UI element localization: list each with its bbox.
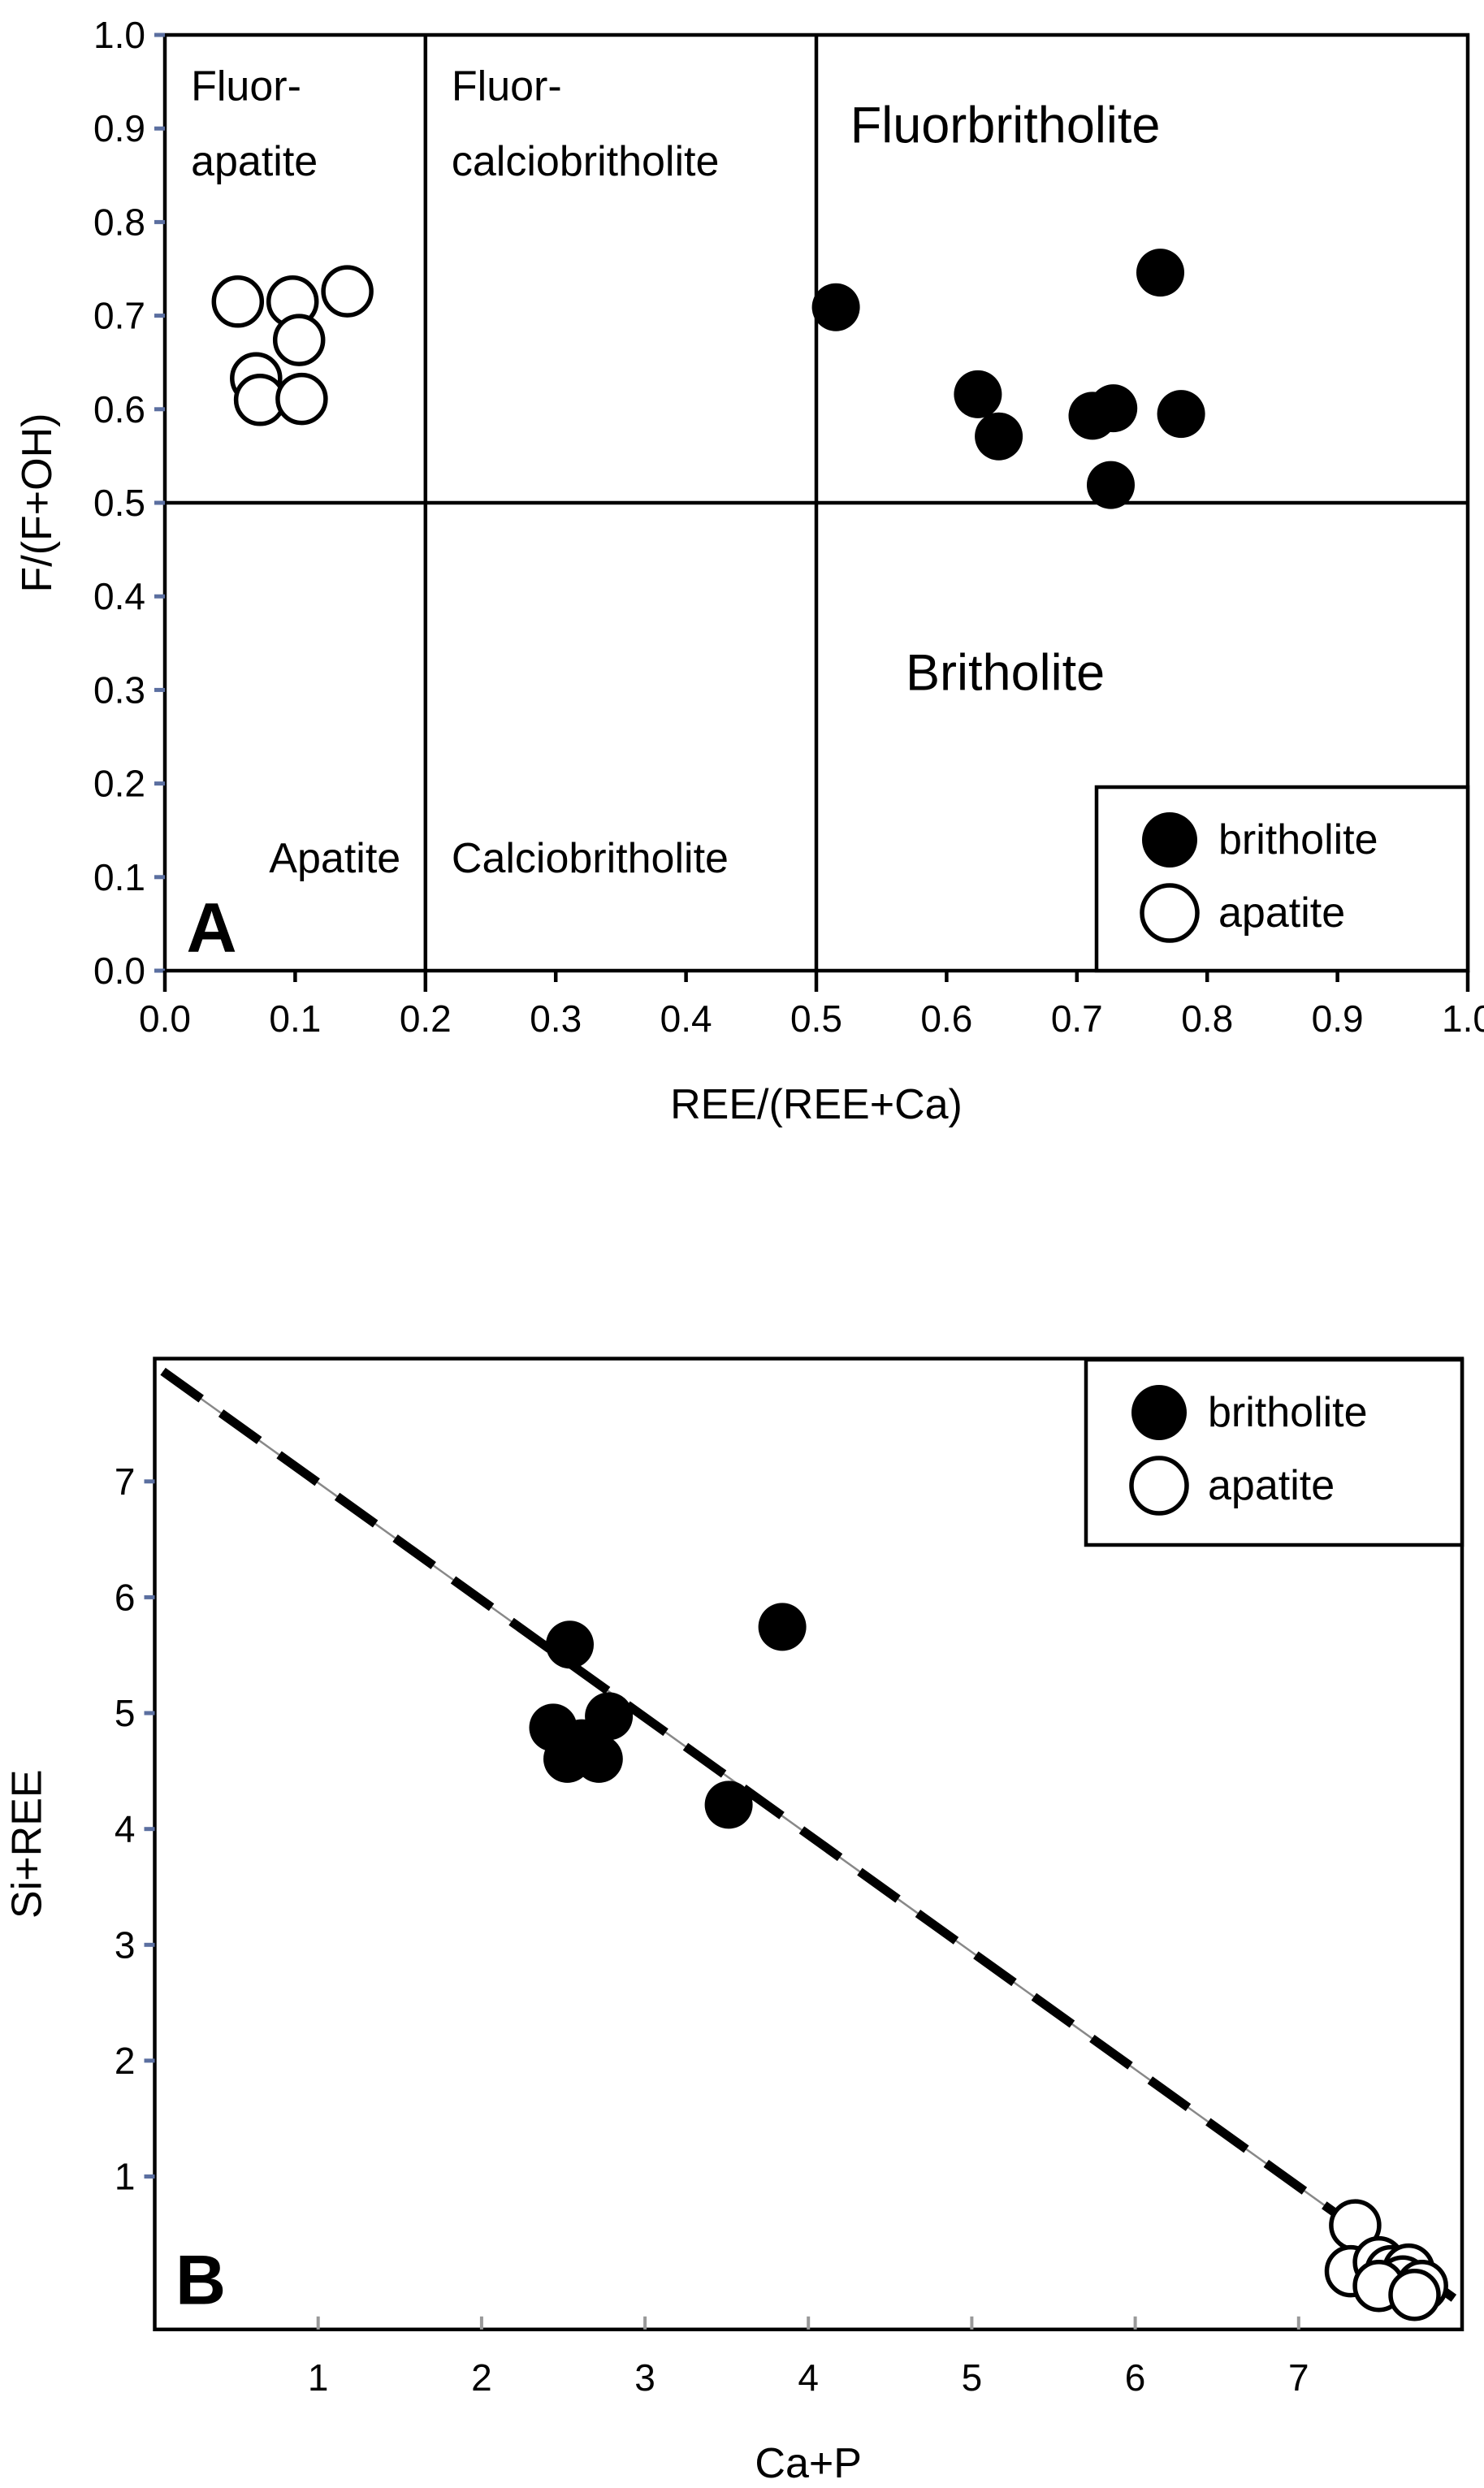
svg-text:britholite: britholite [1218, 816, 1378, 863]
svg-text:0.4: 0.4 [660, 997, 712, 1040]
svg-text:0.0: 0.0 [93, 950, 145, 992]
svg-text:6: 6 [1125, 2356, 1146, 2399]
svg-text:2: 2 [115, 2040, 136, 2082]
svg-text:0.6: 0.6 [93, 388, 145, 431]
svg-text:1: 1 [308, 2356, 329, 2399]
svg-text:1.0: 1.0 [93, 14, 145, 56]
svg-text:B: B [175, 2241, 226, 2319]
svg-text:0.5: 0.5 [790, 997, 842, 1040]
svg-text:0.7: 0.7 [93, 295, 145, 337]
svg-text:Fluor-: Fluor- [452, 63, 562, 110]
svg-text:apatite: apatite [191, 138, 318, 185]
svg-text:3: 3 [634, 2356, 655, 2399]
svg-text:Apatite: Apatite [269, 835, 400, 882]
svg-text:F/(F+OH): F/(F+OH) [14, 413, 61, 593]
svg-text:1: 1 [115, 2156, 136, 2198]
svg-text:3: 3 [115, 1923, 136, 1966]
svg-text:apatite: apatite [1208, 1462, 1335, 1509]
svg-text:0.1: 0.1 [93, 856, 145, 898]
svg-text:5: 5 [115, 1692, 136, 1734]
svg-text:7: 7 [115, 1460, 136, 1503]
svg-text:Ca+P: Ca+P [755, 2440, 862, 2484]
svg-text:britholite: britholite [1208, 1389, 1368, 1436]
svg-text:2: 2 [471, 2356, 492, 2399]
svg-text:Fluorbritholite: Fluorbritholite [850, 97, 1161, 154]
svg-text:0.3: 0.3 [530, 997, 582, 1040]
svg-text:0.9: 0.9 [1312, 997, 1364, 1040]
svg-text:5: 5 [962, 2356, 983, 2399]
svg-text:REE/(REE+Ca): REE/(REE+Ca) [670, 1081, 963, 1128]
svg-text:0.2: 0.2 [400, 997, 452, 1040]
svg-text:0.7: 0.7 [1051, 997, 1103, 1040]
svg-text:1.0: 1.0 [1442, 997, 1484, 1040]
svg-text:calciobritholite: calciobritholite [452, 138, 720, 185]
svg-text:7: 7 [1288, 2356, 1309, 2399]
svg-text:0.0: 0.0 [139, 997, 191, 1040]
svg-text:A: A [187, 889, 237, 967]
svg-text:0.9: 0.9 [93, 107, 145, 149]
svg-text:apatite: apatite [1218, 889, 1345, 937]
svg-text:0.1: 0.1 [269, 997, 321, 1040]
svg-text:Fluor-: Fluor- [191, 63, 301, 110]
svg-text:0.4: 0.4 [93, 575, 145, 617]
svg-text:0.2: 0.2 [93, 763, 145, 805]
svg-text:0.8: 0.8 [93, 201, 145, 243]
svg-text:Si+REE: Si+REE [4, 1769, 51, 1919]
svg-text:0.6: 0.6 [920, 997, 972, 1040]
svg-text:0.5: 0.5 [93, 482, 145, 524]
svg-text:0.8: 0.8 [1181, 997, 1233, 1040]
svg-text:4: 4 [798, 2356, 819, 2399]
svg-text:0.3: 0.3 [93, 669, 145, 711]
svg-text:Britholite: Britholite [906, 644, 1105, 701]
svg-text:6: 6 [115, 1576, 136, 1618]
svg-text:Calciobritholite: Calciobritholite [452, 835, 729, 882]
svg-text:4: 4 [115, 1808, 136, 1850]
